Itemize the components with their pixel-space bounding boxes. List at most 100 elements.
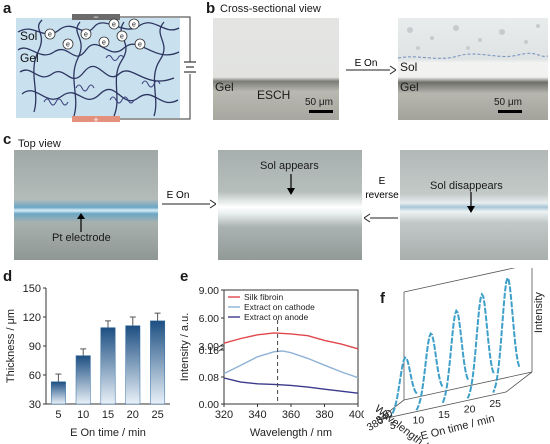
electron-icon — [44, 28, 56, 40]
box-edge — [403, 371, 533, 401]
anode-sign: + — [93, 115, 98, 124]
x-tick-label: 20 — [464, 403, 476, 415]
x-tick-label: 25 — [151, 409, 163, 421]
panel-c-title: Top view — [18, 138, 61, 150]
x-tick-label: 360 — [282, 409, 300, 421]
y-tick-label: 9.00 — [199, 285, 220, 297]
x-tick-label: 10 — [77, 409, 89, 421]
top-view-micrograph-initial: Pt electrode — [14, 150, 158, 260]
spectrum-curve — [466, 292, 495, 399]
b-arrow: E On — [346, 58, 396, 75]
scale-bar — [498, 110, 522, 113]
top-view-micrograph-sol: Sol appears — [218, 150, 362, 260]
electron-symbol: e — [132, 22, 136, 29]
bar — [50, 381, 66, 405]
bar — [75, 355, 91, 405]
x-tick-label: 5 — [390, 420, 396, 432]
y-tick-label: 3.00 — [199, 341, 220, 353]
micro-esch-label: ESCH — [257, 88, 291, 102]
series-line — [223, 377, 359, 394]
bar — [150, 320, 166, 405]
electron-icon — [108, 18, 120, 30]
spectrum-curve — [389, 356, 418, 417]
micro-gel-label: Gel — [400, 80, 419, 94]
electron-symbol: e — [48, 32, 52, 39]
top-view-micrograph-reversed: Sol disappears — [400, 150, 548, 260]
x-axis-label: E On time / min — [70, 427, 146, 439]
electron-symbol: e — [66, 42, 70, 49]
electron-icon — [62, 38, 74, 50]
cathode-bar — [72, 14, 120, 20]
x-tick-label: 15 — [102, 409, 114, 421]
y-tick-label: 0.16 — [199, 345, 220, 357]
x-tick-label: 15 — [438, 409, 450, 421]
series-line — [223, 350, 359, 379]
sol-disappears-label: Sol disappears — [430, 180, 503, 192]
cathode-sign: − — [93, 12, 98, 22]
x-tick-label: 340 — [248, 409, 266, 421]
x-tick-label: 25 — [489, 398, 501, 410]
y-tick-label: 0.00 — [199, 399, 220, 411]
electron-symbol: e — [138, 42, 142, 49]
spectrum-curve — [492, 275, 521, 393]
anode-bar — [72, 116, 120, 122]
y-tick-label: 90 — [29, 341, 41, 353]
electron-icon — [116, 30, 128, 42]
y-tick-label: 30 — [29, 399, 41, 411]
y-axis-label: Intensity / a.u. — [179, 313, 191, 381]
electrode-label: Pt electrode — [52, 232, 111, 244]
sol-appears-arrow — [287, 174, 295, 195]
c-arrow-1-label: E On — [167, 190, 190, 201]
legend-label: Extract on anode — [244, 312, 309, 322]
c-arrow-2-line1: E — [379, 176, 386, 187]
y-tick-label: 120 — [23, 312, 41, 324]
electron-icon — [134, 38, 146, 50]
c-arrow-1: E On — [162, 190, 216, 209]
electron-group — [44, 18, 146, 50]
spectrum-curve — [441, 308, 469, 405]
y-tick-label: 6.00 — [199, 313, 220, 325]
y-tick-label: 60 — [29, 370, 41, 382]
bar — [100, 327, 116, 405]
x-tick-label: 20 — [127, 409, 139, 421]
b-arrow-label: E On — [355, 58, 378, 69]
panel-d-label: d — [3, 268, 13, 285]
panel-b-title: Cross-sectional view — [220, 3, 321, 15]
panel-c-label: c — [3, 131, 12, 148]
panel-f-label: f — [380, 290, 385, 307]
electron-symbol: e — [102, 40, 106, 47]
x-tick-label: 320 — [215, 409, 233, 421]
c-arrow-2-line2: reverse — [365, 190, 399, 201]
x-tick-label: 5 — [55, 409, 61, 421]
panel-a-label: a — [3, 0, 12, 17]
electrode-pointer-arrow — [77, 213, 85, 232]
micro-gel-label: Gel — [215, 80, 234, 94]
axis-break-mark — [218, 343, 224, 352]
electron-icon — [80, 28, 92, 40]
cross-section-micrograph-after: Sol Gel 50 μm — [398, 18, 548, 120]
box-edge — [505, 371, 533, 393]
box-edge — [377, 399, 405, 421]
panel-d-chart: 30 60 90 120 150 5 10 15 20 25 E On time / min Thic… — [5, 283, 170, 439]
electron-symbol: e — [120, 34, 124, 41]
panel-a-schematic: − + e e e e e e e e — [16, 12, 196, 124]
micro-sol-label: Sol — [400, 60, 418, 74]
box-edge — [403, 268, 516, 293]
circuit-wire — [120, 16, 191, 120]
sol-disappears-arrow — [467, 192, 475, 213]
electron-icon — [98, 36, 110, 48]
electron-symbol: e — [84, 32, 88, 39]
sol-label: Sol — [20, 29, 37, 43]
legend-label: Silk fibroin — [244, 292, 283, 302]
y-axis-label: Thickness / μm — [5, 309, 17, 383]
x-axis-label: E On time / min — [419, 413, 495, 443]
x-axis-label: Wavelength / nm — [250, 427, 332, 439]
panel-e-label: e — [180, 268, 189, 285]
legend-label: Extract on cathode — [244, 302, 315, 312]
coiled-proteins — [43, 55, 161, 106]
c-arrow-2: E reverse — [364, 176, 399, 223]
sol-boundary — [398, 24, 548, 59]
x-tick-label: 400 — [349, 409, 364, 421]
scale-bar-label: 50 μm — [305, 97, 333, 108]
